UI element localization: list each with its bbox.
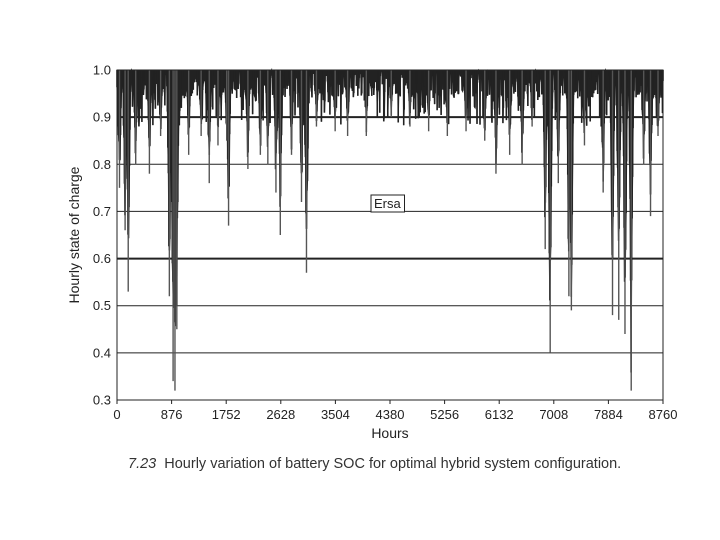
x-tick-label: 6132 xyxy=(485,407,514,422)
x-tick-label: 3504 xyxy=(321,407,350,422)
caption-text: Hourly variation of battery SOC for opti… xyxy=(164,456,622,472)
figure-number: 7.23 xyxy=(128,456,157,472)
y-tick-label: 0.4 xyxy=(93,345,111,360)
annotation-label: Ersa xyxy=(374,196,402,211)
x-tick-label: 1752 xyxy=(212,407,241,422)
y-tick-label: 0.9 xyxy=(93,110,111,125)
x-tick-label: 0 xyxy=(113,407,120,422)
y-axis-label: Hourly state of charge xyxy=(66,166,82,303)
x-tick-label: 7884 xyxy=(594,407,623,422)
y-tick-label: 0.7 xyxy=(93,204,111,219)
annotation-box xyxy=(370,194,405,213)
ersa-annotation: Ersa xyxy=(370,194,405,213)
x-tick-label: 5256 xyxy=(430,407,459,422)
y-axis-ticks: 0.3 0.4 0.5 0.6 0.7 0.8 0.9 1.0 xyxy=(93,63,111,408)
x-axis-ticks: 0 876 1752 2628 3504 4380 5256 6132 7008 7884 8760 xyxy=(113,400,677,422)
x-tick-label: 876 xyxy=(161,407,183,422)
x-axis-label: Hours xyxy=(371,425,408,441)
soc-chart: 0.3 0.4 0.5 0.6 0.7 0.8 0.9 1.0 0 876 1752 2628 350… xyxy=(66,63,677,442)
figure-caption: 7.23 Hourly variation of battery SOC for… xyxy=(128,455,688,474)
y-tick-label: 0.3 xyxy=(93,393,111,408)
y-tick-label: 0.6 xyxy=(93,251,111,266)
y-tick-label: 0.8 xyxy=(93,157,111,172)
x-tick-label: 4380 xyxy=(376,407,405,422)
soc-spikes xyxy=(116,70,664,391)
x-tick-label: 8760 xyxy=(649,407,678,422)
x-tick-label: 2628 xyxy=(266,407,295,422)
soc-series xyxy=(116,67,664,391)
y-tick-label: 0.5 xyxy=(93,298,111,313)
x-tick-label: 7008 xyxy=(539,407,568,422)
y-tick-label: 1.0 xyxy=(93,63,111,78)
